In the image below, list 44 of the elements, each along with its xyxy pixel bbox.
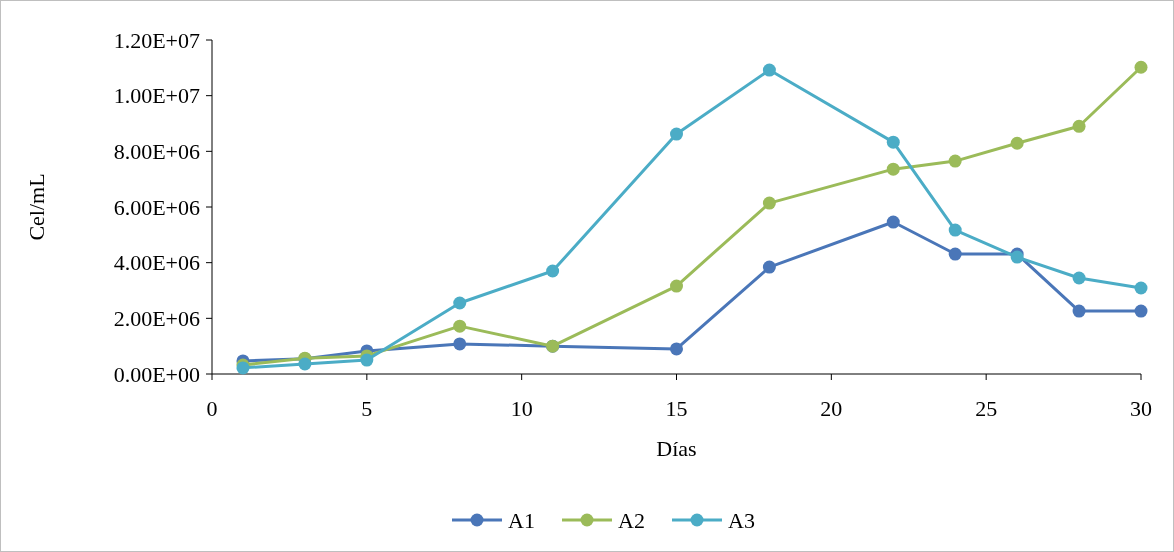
y-tick-label: 4.00E+06 — [113, 250, 200, 276]
point — [948, 247, 962, 261]
y-tick-label: 2.00E+06 — [113, 306, 200, 332]
point — [1134, 281, 1148, 295]
point — [1010, 136, 1024, 150]
y-tick-label: 1.20E+07 — [113, 27, 200, 53]
point — [948, 154, 962, 168]
point — [670, 127, 683, 141]
y-axis-title: Cel/mL — [24, 173, 49, 241]
point — [298, 357, 312, 371]
x-tick-label: 20 — [820, 396, 843, 421]
point — [1072, 304, 1086, 318]
x-tick-label: 15 — [665, 396, 688, 421]
point — [762, 260, 776, 274]
legend-label: A1 — [508, 507, 535, 533]
legend-label: A3 — [728, 507, 755, 533]
point — [886, 162, 900, 176]
point — [1072, 119, 1086, 133]
point — [360, 353, 374, 367]
point — [1072, 271, 1086, 285]
point — [1134, 60, 1148, 74]
y-tick-label: 1.00E+07 — [113, 83, 200, 109]
point — [762, 196, 776, 210]
point — [546, 264, 560, 278]
point — [762, 63, 776, 77]
point — [1134, 304, 1148, 318]
point — [670, 279, 683, 293]
x-tick-label: 30 — [1130, 396, 1152, 421]
legend-label: A2 — [618, 507, 645, 533]
point — [886, 135, 900, 149]
y-tick-label: 6.00E+06 — [113, 194, 200, 220]
x-tick-label: 5 — [361, 396, 373, 421]
point — [670, 342, 683, 356]
x-tick-label: 25 — [975, 396, 998, 421]
point — [948, 223, 962, 237]
point — [453, 296, 467, 310]
point — [886, 215, 900, 229]
point — [453, 337, 467, 351]
y-tick-label: 8.00E+06 — [113, 139, 200, 165]
x-axis-title: Días — [656, 436, 697, 461]
y-tick-label: 0.00E+00 — [113, 361, 200, 387]
x-tick-label: 10 — [510, 396, 533, 421]
x-tick-label: 0 — [206, 396, 218, 421]
point — [453, 319, 467, 333]
